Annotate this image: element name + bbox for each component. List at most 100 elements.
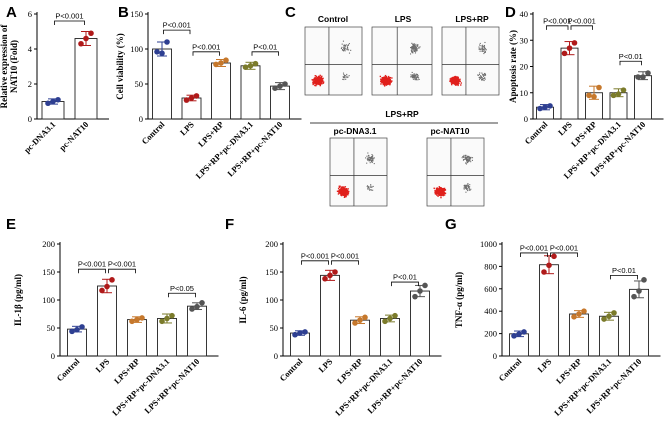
flow-plot-frame — [426, 137, 485, 207]
flow-plot-frame — [371, 26, 433, 96]
chart-g: 0 200 400 600 800 1000 TNF-α (pg/ml) Control LPS… — [454, 239, 661, 418]
y-tick-label: 100 — [42, 295, 55, 305]
data-point — [551, 253, 557, 260]
bar — [240, 65, 261, 120]
data-point — [417, 288, 423, 294]
bar — [152, 48, 172, 120]
data-point — [362, 314, 368, 321]
y-tick-label: 0 — [274, 351, 278, 361]
significance-label: P<0.05 — [170, 284, 194, 293]
data-point — [99, 287, 105, 294]
category-label: LPS+RP+pc-DNA3.1 — [333, 356, 395, 418]
flow-cytometry-plots — [304, 26, 500, 207]
significance-bracket — [78, 268, 106, 274]
data-point — [134, 316, 140, 323]
significance-bracket — [550, 252, 578, 257]
significance-bracket — [546, 25, 569, 30]
data-point — [620, 87, 627, 93]
y-axis-title-line: Apoptosis rate (%) — [508, 30, 518, 103]
data-point — [78, 40, 84, 47]
y-tick-label: 50 — [135, 79, 144, 89]
data-point — [541, 269, 547, 275]
data-point — [242, 64, 249, 70]
data-point — [322, 275, 328, 282]
data-point — [218, 60, 224, 66]
category-label: LPS+RP — [335, 356, 365, 386]
significance-label: P<0.001 — [192, 42, 220, 51]
category-label: LPS — [93, 356, 111, 374]
data-point — [282, 81, 288, 87]
data-point — [164, 315, 170, 322]
flow-title-pcdna: pc-DNA3.1 — [334, 126, 377, 136]
data-point — [636, 288, 642, 294]
category-label: Control — [139, 119, 166, 146]
data-point — [615, 91, 622, 97]
significance-label: P<0.001 — [78, 260, 106, 269]
data-point — [561, 50, 568, 57]
data-point — [183, 97, 190, 103]
data-point — [546, 262, 552, 269]
significance-bracket — [570, 25, 593, 30]
panel-label-a: A — [6, 4, 17, 21]
category-label: pc-NAT10 — [57, 119, 90, 152]
data-point — [277, 83, 283, 89]
significance-bracket — [610, 274, 638, 280]
data-point — [631, 293, 637, 300]
y-tick-label: 100 — [130, 44, 143, 54]
data-point — [74, 326, 80, 333]
bar — [270, 85, 290, 120]
y-tick-label: 800 — [484, 261, 497, 271]
significance-bracket — [168, 292, 196, 298]
data-point — [79, 324, 85, 330]
data-point — [516, 331, 522, 337]
flow-plot-pcdna — [329, 137, 388, 207]
y-tick-label: 0 — [493, 351, 497, 361]
data-point — [88, 30, 94, 37]
category-label: LPS — [535, 356, 553, 374]
flow-title-lps-rp: LPS+RP — [455, 14, 489, 24]
flow-plot-lps-rp — [441, 26, 500, 96]
significance-bracket — [331, 260, 359, 265]
category-label: LPS+RP+pc-DNA3.1 — [110, 356, 172, 418]
category-label: Control — [277, 356, 304, 383]
y-axis-title-line: NAT10 (Fold) — [9, 40, 19, 93]
data-point — [252, 60, 259, 67]
data-point — [69, 328, 75, 335]
y-tick-label: 6 — [28, 9, 32, 19]
y-axis-title-line: TNF-α (pg/ml) — [454, 272, 464, 328]
data-point — [392, 312, 398, 319]
data-point — [547, 103, 553, 109]
data-point — [327, 272, 333, 279]
data-point — [223, 57, 229, 63]
data-point — [412, 293, 418, 300]
data-point — [591, 93, 597, 100]
significance-label: P<0.001 — [108, 260, 136, 269]
flow-plot-pcnat10 — [426, 137, 485, 207]
y-axis-title-line: IL-6 (pg/ml) — [238, 276, 248, 323]
significance-label: P<0.001 — [163, 21, 191, 30]
y-axis-title-line: Relative expression of — [0, 24, 9, 109]
data-point — [645, 70, 651, 76]
category-label: LPS+RP+pc-NAT10 — [584, 356, 643, 415]
bar — [187, 305, 207, 357]
significance-label: P<0.001 — [568, 16, 596, 25]
category-label: LPS — [556, 119, 574, 137]
significance-label: P<0.01 — [393, 273, 417, 282]
category-label: Control — [496, 356, 523, 383]
data-point — [542, 104, 548, 110]
data-point — [641, 277, 647, 283]
significance-label: P<0.001 — [55, 12, 83, 21]
data-point — [586, 92, 592, 99]
significance-label: P<0.001 — [301, 251, 329, 260]
significance-label: P<0.01 — [253, 42, 277, 51]
data-point — [422, 282, 428, 289]
bar — [211, 62, 231, 120]
data-point — [199, 300, 205, 306]
data-point — [45, 100, 51, 107]
data-point — [611, 310, 617, 316]
category-label: LPS — [316, 356, 334, 374]
